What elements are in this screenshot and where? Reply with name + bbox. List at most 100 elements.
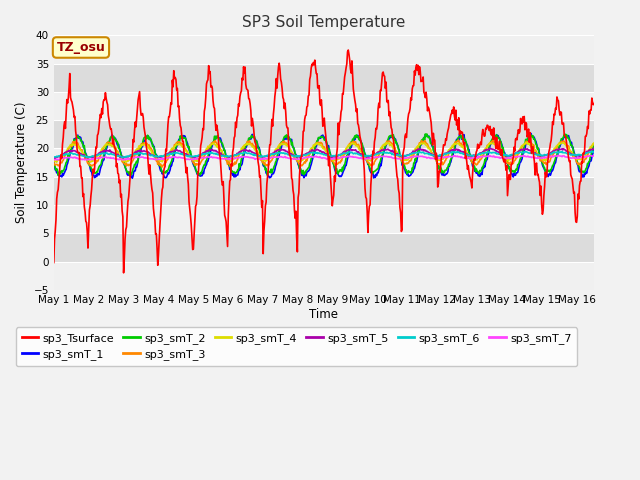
sp3_smT_2 [281, 133, 289, 139]
sp3_smT_7 [281, 154, 289, 159]
sp3_Tsurface [52, 217, 60, 223]
sp3_smT_5 [50, 156, 58, 161]
sp3_smT_2 [590, 143, 598, 149]
sp3_smT_5 [438, 153, 446, 158]
sp3_smT_2 [301, 170, 309, 176]
Line: sp3_Tsurface: sp3_Tsurface [54, 50, 594, 273]
Bar [54, 148, 594, 177]
sp3_smT_4 [126, 156, 134, 162]
sp3_smT_4 [451, 141, 459, 147]
sp3_smT_5 [301, 151, 309, 157]
sp3_smT_3 [438, 159, 446, 165]
sp3_smT_2 [52, 168, 60, 173]
sp3_Tsurface [50, 260, 58, 265]
sp3_smT_7 [438, 155, 446, 161]
sp3_smT_4 [53, 159, 61, 165]
sp3_smT_5 [451, 147, 459, 153]
sp3_smT_6 [119, 155, 127, 160]
sp3_smT_1 [438, 172, 446, 178]
sp3_Tsurface [281, 100, 289, 106]
Line: sp3_smT_3: sp3_smT_3 [54, 140, 594, 167]
sp3_smT_3 [281, 140, 289, 146]
Bar [54, 177, 594, 205]
sp3_smT_6 [438, 152, 446, 157]
sp3_smT_5 [126, 153, 134, 158]
sp3_smT_4 [50, 156, 58, 162]
sp3_smT_6 [451, 150, 459, 156]
sp3_smT_7 [451, 153, 459, 158]
sp3_smT_5 [281, 147, 289, 153]
sp3_smT_7 [554, 153, 561, 158]
sp3_Tsurface [126, 174, 134, 180]
sp3_smT_6 [301, 152, 309, 157]
sp3_smT_7 [126, 156, 134, 161]
sp3_smT_3 [125, 162, 133, 168]
sp3_smT_3 [52, 161, 60, 167]
sp3_smT_7 [83, 157, 91, 163]
sp3_smT_2 [439, 168, 447, 174]
Text: TZ_osu: TZ_osu [56, 41, 106, 54]
Bar [54, 233, 594, 262]
sp3_smT_7 [52, 156, 60, 162]
Bar [54, 92, 594, 120]
sp3_smT_7 [50, 157, 58, 163]
Legend: sp3_Tsurface, sp3_smT_1, sp3_smT_2, sp3_smT_3, sp3_smT_4, sp3_smT_5, sp3_smT_6, : sp3_Tsurface, sp3_smT_1, sp3_smT_2, sp3_… [16, 327, 577, 366]
Line: sp3_smT_7: sp3_smT_7 [54, 156, 594, 160]
sp3_smT_2 [50, 162, 58, 168]
sp3_smT_3 [158, 164, 166, 170]
Line: sp3_smT_4: sp3_smT_4 [54, 143, 594, 162]
sp3_Tsurface [452, 107, 460, 113]
Line: sp3_smT_2: sp3_smT_2 [54, 134, 594, 175]
Bar [54, 36, 594, 64]
sp3_smT_7 [590, 153, 598, 159]
sp3_smT_1 [301, 172, 309, 178]
sp3_smT_2 [125, 171, 133, 177]
Bar [54, 205, 594, 233]
sp3_smT_2 [264, 172, 271, 178]
Title: SP3 Soil Temperature: SP3 Soil Temperature [242, 15, 406, 30]
sp3_smT_3 [301, 160, 309, 166]
sp3_smT_3 [50, 160, 58, 166]
sp3_smT_3 [590, 142, 598, 147]
sp3_smT_1 [527, 131, 534, 136]
sp3_smT_1 [281, 136, 289, 142]
sp3_smT_6 [52, 154, 60, 160]
sp3_smT_1 [451, 144, 459, 150]
sp3_smT_6 [50, 154, 58, 160]
sp3_smT_6 [281, 151, 289, 157]
sp3_smT_6 [588, 148, 596, 154]
Line: sp3_smT_6: sp3_smT_6 [54, 151, 594, 157]
Bar [54, 120, 594, 148]
sp3_Tsurface [120, 270, 127, 276]
sp3_smT_4 [52, 158, 60, 164]
sp3_smT_1 [590, 145, 598, 151]
Y-axis label: Soil Temperature (C): Soil Temperature (C) [15, 102, 28, 223]
sp3_smT_5 [486, 145, 493, 151]
sp3_smT_5 [53, 155, 61, 160]
Bar [54, 64, 594, 92]
Line: sp3_smT_5: sp3_smT_5 [54, 148, 594, 158]
Bar [54, 262, 594, 290]
sp3_Tsurface [590, 101, 598, 107]
sp3_Tsurface [439, 149, 447, 155]
sp3_smT_6 [590, 148, 598, 154]
sp3_smT_1 [129, 175, 136, 181]
X-axis label: Time: Time [309, 308, 339, 321]
sp3_smT_4 [438, 156, 446, 162]
sp3_smT_5 [590, 145, 598, 151]
sp3_smT_7 [301, 155, 309, 160]
sp3_smT_3 [451, 139, 459, 145]
sp3_smT_1 [125, 172, 133, 178]
sp3_smT_6 [126, 153, 134, 159]
Line: sp3_smT_1: sp3_smT_1 [54, 133, 594, 178]
sp3_smT_1 [50, 158, 58, 164]
sp3_smT_4 [281, 142, 289, 147]
sp3_smT_3 [455, 137, 463, 143]
sp3_Tsurface [301, 113, 309, 119]
sp3_smT_1 [52, 168, 60, 173]
sp3_Tsurface [344, 47, 352, 53]
sp3_smT_4 [301, 154, 309, 160]
sp3_smT_4 [590, 140, 598, 146]
sp3_smT_5 [51, 156, 59, 161]
sp3_smT_4 [524, 140, 531, 145]
